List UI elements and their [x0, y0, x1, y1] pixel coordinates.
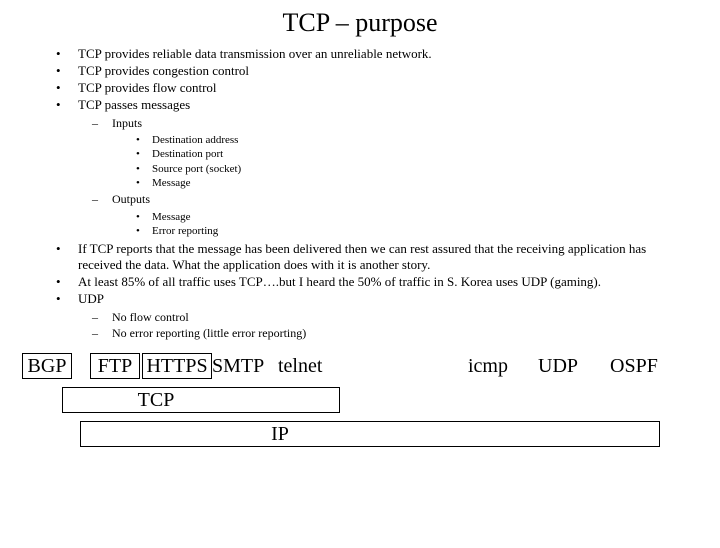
box-ip: IP	[80, 421, 660, 447]
bullet-l2: No error reporting (little error reporti…	[78, 326, 690, 342]
bullet-l1: TCP passes messages Inputs Destination a…	[50, 97, 690, 239]
bullet-l3: Destination port	[112, 147, 690, 161]
label-ospf: OSPF	[610, 355, 658, 378]
bullet-l1: If TCP reports that the message has been…	[50, 241, 690, 275]
label-udp: UDP	[538, 355, 578, 378]
label-icmp: icmp	[468, 355, 508, 378]
bullet-l3: Destination address	[112, 133, 690, 147]
box-tcp: TCP	[62, 387, 340, 413]
label-smtp: SMTP	[212, 355, 264, 378]
bullet-l3: Error reporting	[112, 224, 690, 238]
bullet-l2: No flow control	[78, 310, 690, 326]
slide-title: TCP – purpose	[0, 8, 720, 38]
bullet-l3: Message	[112, 210, 690, 224]
box-bgp: BGP	[22, 353, 72, 379]
box-https: HTTPS	[142, 353, 212, 379]
bullet-l1: UDP No flow control No error reporting (…	[50, 291, 690, 341]
bullet-l2: Inputs Destination address Destination p…	[78, 116, 690, 191]
bullet-text: Outputs	[112, 192, 150, 206]
bullet-l1: TCP provides flow control	[50, 80, 690, 97]
bullet-l1: TCP provides reliable data transmission …	[50, 46, 690, 63]
bullet-text: TCP passes messages	[78, 97, 190, 112]
bullet-l3: Source port (socket)	[112, 162, 690, 176]
slide-body: TCP provides reliable data transmission …	[0, 46, 720, 341]
bullet-l2: Outputs Message Error reporting	[78, 192, 690, 238]
bullet-l1: TCP provides congestion control	[50, 63, 690, 80]
label-telnet: telnet	[278, 355, 322, 378]
protocol-diagram: BGP FTP HTTPS SMTP telnet icmp UDP OSPF …	[0, 353, 720, 473]
bullet-l1: At least 85% of all traffic uses TCP….bu…	[50, 274, 690, 291]
bullet-text: UDP	[78, 291, 104, 306]
box-ftp: FTP	[90, 353, 140, 379]
bullet-text: Inputs	[112, 116, 142, 130]
bullet-l3: Message	[112, 176, 690, 190]
